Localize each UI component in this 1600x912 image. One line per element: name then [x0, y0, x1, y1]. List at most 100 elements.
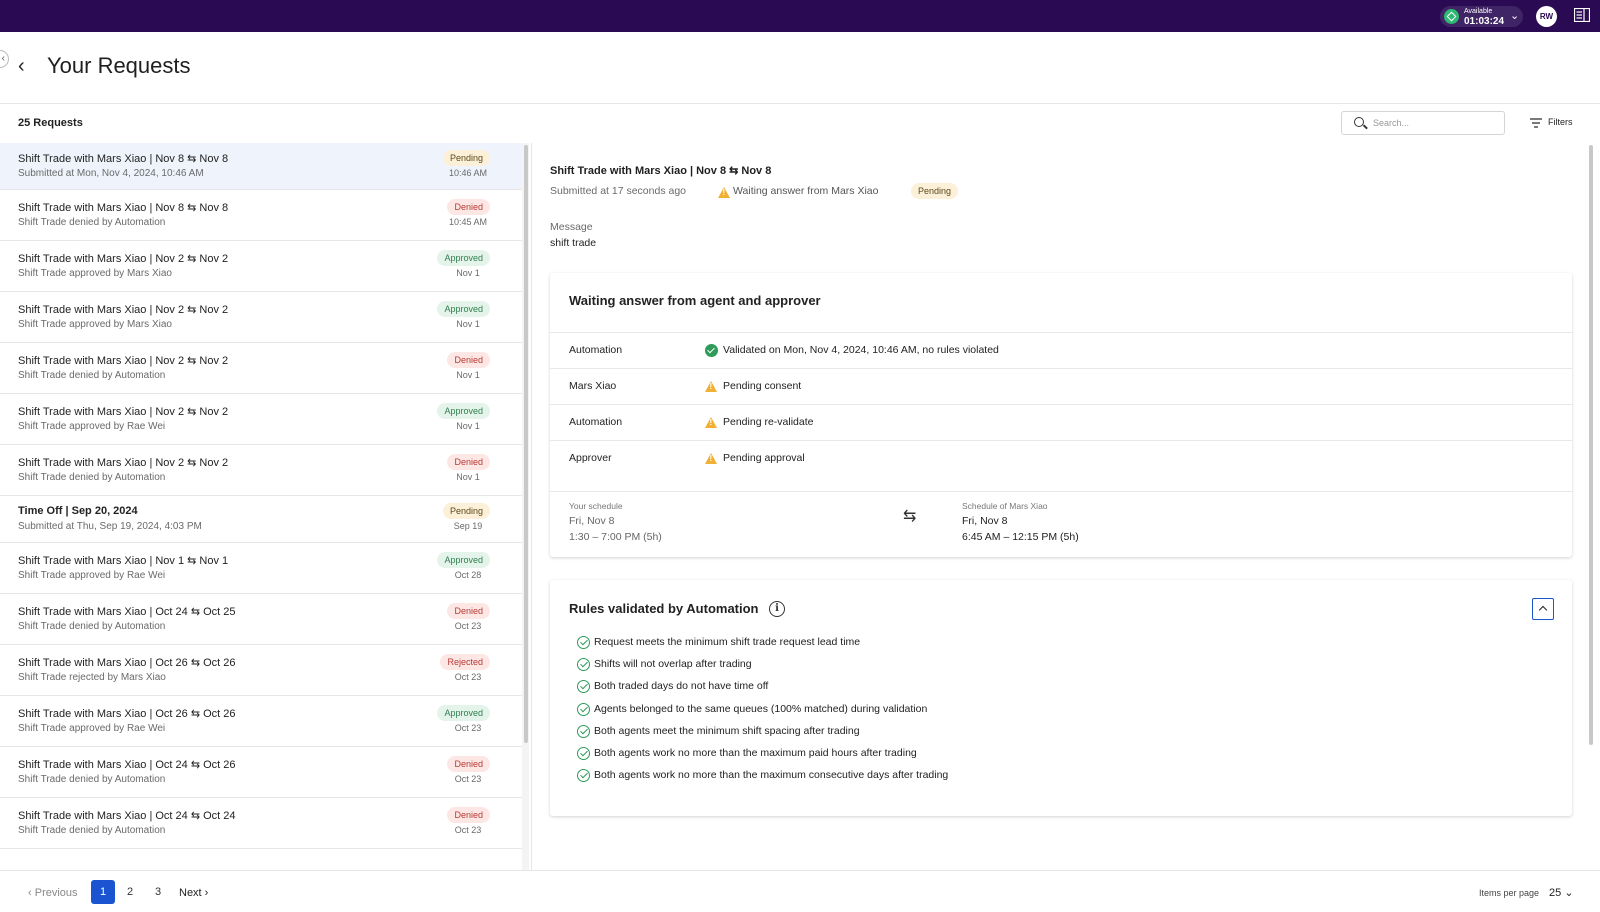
- collapse-nav-icon[interactable]: ‹: [0, 50, 9, 68]
- list-item-title: Shift Trade with Mars Xiao | Oct 26 ⇆ Oc…: [18, 657, 236, 669]
- detail-title: Shift Trade with Mars Xiao | Nov 8 ⇆ Nov…: [550, 165, 772, 177]
- approval-step-value: Pending approval: [723, 452, 805, 464]
- check-circle-icon: [577, 747, 590, 760]
- approval-step: Automation Validated on Mon, Nov 4, 2024,…: [550, 332, 1572, 368]
- status-badge: Denied: [447, 756, 490, 772]
- approval-card: Waiting answer from agent and approver A…: [550, 273, 1572, 557]
- list-item[interactable]: Shift Trade with Mars Xiao | Nov 2 ⇆ Nov…: [0, 292, 522, 343]
- approval-step: Mars Xiao Pending consent: [550, 368, 1572, 404]
- list-item[interactable]: Shift Trade with Mars Xiao | Oct 26 ⇆ Oc…: [0, 696, 522, 747]
- list-item-subtitle: Shift Trade denied by Automation: [18, 774, 166, 785]
- list-item-title: Shift Trade with Mars Xiao | Nov 2 ⇆ Nov…: [18, 406, 229, 418]
- list-item[interactable]: Shift Trade with Mars Xiao | Oct 24 ⇆ Oc…: [0, 594, 522, 645]
- items-per-page-select[interactable]: 25 ⌄: [1549, 886, 1574, 899]
- list-item[interactable]: Shift Trade with Mars Xiao | Nov 2 ⇆ Nov…: [0, 241, 522, 292]
- status-badge: Approved: [437, 705, 490, 721]
- rule-text: Shifts will not overlap after trading: [594, 658, 752, 671]
- list-item[interactable]: Shift Trade with Mars Xiao | Oct 24 ⇆ Oc…: [0, 747, 522, 798]
- status-badge: Denied: [447, 807, 490, 823]
- list-item[interactable]: Time Off | Sep 20, 2024 Submitted at Thu,…: [0, 496, 522, 543]
- list-item-date: 10:45 AM: [448, 217, 488, 227]
- info-icon[interactable]: i: [769, 601, 785, 617]
- status-badge: Approved: [437, 552, 490, 568]
- list-item-subtitle: Shift Trade denied by Automation: [18, 472, 166, 483]
- top-bar: Available 01:03:24 ⌄ RW: [0, 0, 1600, 32]
- other-schedule-label: Schedule of Mars Xiao: [962, 501, 1048, 511]
- status-badge: Rejected: [440, 654, 490, 670]
- page-3-button[interactable]: 3: [154, 886, 162, 898]
- scrollbar-thumb[interactable]: [524, 145, 528, 743]
- filters-button[interactable]: Filters: [1548, 117, 1573, 127]
- approval-step: Automation Pending re-validate: [550, 404, 1572, 440]
- list-item-subtitle: Shift Trade denied by Automation: [18, 217, 166, 228]
- approval-card-title: Waiting answer from agent and approver: [569, 293, 821, 308]
- your-schedule-time: 1:30 – 7:00 PM (5h): [569, 531, 662, 543]
- rule-text: Request meets the minimum shift trade re…: [594, 636, 861, 648]
- list-item-date: 10:46 AM: [448, 168, 488, 178]
- other-schedule-day: Fri, Nov 8: [962, 515, 1008, 527]
- list-item-date: Oct 28: [454, 570, 482, 580]
- list-item-subtitle: Shift Trade rejected by Mars Xiao: [18, 672, 166, 683]
- filter-icon[interactable]: [1530, 118, 1542, 128]
- list-item[interactable]: Shift Trade with Mars Xiao | Nov 8 ⇆ Nov…: [0, 190, 522, 241]
- status-badge: Pending: [442, 503, 490, 519]
- items-per-page-value: 25: [1549, 887, 1562, 899]
- divider: [0, 103, 1600, 104]
- your-schedule-day: Fri, Nov 8: [569, 515, 615, 527]
- status-badge: Denied: [447, 454, 490, 470]
- list-item-date: Nov 1: [456, 319, 480, 329]
- page-1-button[interactable]: 1: [91, 880, 115, 904]
- previous-page-button[interactable]: ‹ Previous: [28, 887, 78, 899]
- check-circle-icon: [577, 769, 590, 783]
- list-item-date: Nov 1: [456, 472, 480, 482]
- collapse-button[interactable]: [1532, 598, 1554, 620]
- scrollbar-thumb[interactable]: [1589, 145, 1593, 745]
- list-item[interactable]: Shift Trade with Mars Xiao | Nov 2 ⇆ Nov…: [0, 394, 522, 445]
- page-2-button[interactable]: 2: [126, 886, 134, 898]
- check-circle-icon: [577, 658, 590, 672]
- list-item[interactable]: Shift Trade with Mars Xiao | Oct 24 ⇆ Oc…: [0, 798, 522, 849]
- list-item[interactable]: Shift Trade with Mars Xiao | Nov 8 ⇆ Nov…: [0, 143, 522, 190]
- list-item-date: Oct 23: [454, 621, 482, 631]
- list-item-date: Nov 1: [456, 268, 480, 278]
- approval-step-value: Validated on Mon, Nov 4, 2024, 10:46 AM,…: [723, 344, 999, 356]
- status-available-icon: [1444, 9, 1459, 24]
- chevron-down-icon[interactable]: ⌄: [1510, 10, 1520, 22]
- list-item-title: Shift Trade with Mars Xiao | Oct 26 ⇆ Oc…: [18, 708, 236, 720]
- list-item-title: Shift Trade with Mars Xiao | Nov 2 ⇆ Nov…: [18, 355, 229, 367]
- search-placeholder: Search...: [1373, 118, 1410, 128]
- list-item-date: Sep 19: [453, 521, 483, 531]
- request-list: Shift Trade with Mars Xiao | Nov 8 ⇆ Nov…: [0, 143, 522, 870]
- status-badge: Pending: [442, 150, 490, 166]
- status-badge: Denied: [447, 352, 490, 368]
- rules-card-title: Rules validated by Automation: [569, 601, 759, 616]
- swap-icon: ⇆: [903, 508, 917, 525]
- side-panel-icon[interactable]: [1574, 8, 1590, 22]
- warning-icon: [718, 187, 730, 198]
- rule-text: Both agents work no more than the maximu…: [594, 747, 917, 759]
- approval-step-label: Automation: [569, 416, 623, 428]
- check-circle-icon: [577, 702, 590, 716]
- avatar[interactable]: RW: [1536, 6, 1557, 27]
- back-arrow-icon[interactable]: ‹: [18, 55, 25, 77]
- search-input[interactable]: Search...: [1341, 111, 1505, 135]
- detail-submitted: Submitted at 17 seconds ago: [550, 185, 687, 197]
- pagination: ‹ Previous 1 2 3 Next › Items per page 2…: [0, 870, 1600, 912]
- warning-icon: [705, 381, 717, 392]
- list-item[interactable]: Shift Trade with Mars Xiao | Nov 2 ⇆ Nov…: [0, 343, 522, 394]
- list-item[interactable]: Shift Trade with Mars Xiao | Nov 2 ⇆ Nov…: [0, 445, 522, 496]
- list-item-subtitle: Shift Trade approved by Rae Wei: [18, 723, 166, 734]
- other-schedule-time: 6:45 AM – 12:15 PM (5h): [962, 531, 1079, 543]
- approval-step-label: Approver: [569, 452, 612, 464]
- list-item-title: Shift Trade with Mars Xiao | Oct 24 ⇆ Oc…: [18, 810, 236, 822]
- rule-text: Both agents work no more than the maximu…: [594, 769, 949, 782]
- list-item-title: Shift Trade with Mars Xiao | Oct 24 ⇆ Oc…: [18, 606, 236, 618]
- list-item[interactable]: Shift Trade with Mars Xiao | Nov 1 ⇆ Nov…: [0, 543, 522, 594]
- search-icon: [1354, 117, 1364, 127]
- next-page-button[interactable]: Next ›: [179, 887, 209, 899]
- status-badge: Pending: [911, 183, 959, 199]
- approval-step-value: Pending re-validate: [723, 416, 814, 428]
- availability-status[interactable]: Available 01:03:24 ⌄: [1440, 6, 1523, 27]
- approval-step-label: Mars Xiao: [569, 380, 617, 392]
- list-item[interactable]: Shift Trade with Mars Xiao | Oct 26 ⇆ Oc…: [0, 645, 522, 696]
